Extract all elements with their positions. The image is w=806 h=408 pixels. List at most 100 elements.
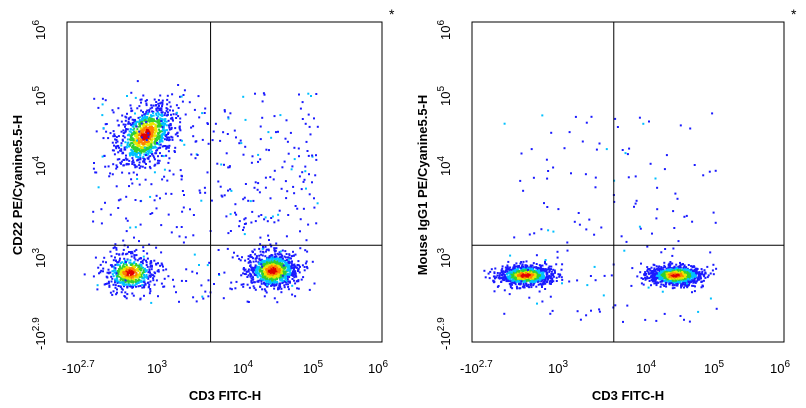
scatter-point: [683, 265, 686, 268]
scatter-point: [272, 263, 275, 266]
scatter-point: [683, 215, 686, 218]
scatter-point: [130, 250, 133, 253]
scatter-point: [308, 173, 310, 176]
scatter-point: [242, 268, 245, 271]
scatter-point: [539, 266, 542, 269]
scatter-point: [139, 223, 142, 226]
scatter-point: [291, 272, 294, 275]
scatter-point: [521, 263, 524, 266]
scatter-point: [132, 265, 135, 268]
scatter-point: [134, 96, 137, 99]
scatter-point: [683, 318, 685, 321]
scatter-point: [301, 101, 304, 104]
scatter-point: [206, 122, 209, 125]
scatter-point: [647, 271, 650, 274]
scatter-point: [152, 118, 155, 121]
scatter-point: [137, 125, 140, 128]
scatter-point: [269, 277, 272, 280]
scatter-point: [132, 148, 135, 150]
scatter-point: [112, 290, 115, 293]
scatter-point: [210, 199, 213, 202]
scatter-point: [238, 225, 241, 228]
scatter-point: [153, 142, 156, 145]
scatter-point: [123, 270, 126, 273]
scatter-point: [161, 119, 164, 121]
scatter-point: [576, 279, 579, 282]
scatter-point: [701, 280, 704, 283]
scatter-point: [671, 284, 674, 287]
scatter-point: [130, 135, 133, 138]
scatter-point: [141, 284, 144, 286]
scatter-point: [125, 158, 128, 161]
scatter-point: [287, 280, 290, 283]
scatter-point: [693, 279, 696, 282]
scatter-point: [518, 277, 521, 280]
scatter-point: [141, 142, 144, 145]
scatter-point: [279, 277, 282, 280]
scatter-point: [529, 282, 532, 285]
scatter-point: [155, 194, 158, 197]
scatter-point: [280, 258, 283, 260]
scatter-point: [222, 297, 225, 300]
scatter-point: [148, 160, 151, 163]
scatter-point: [275, 257, 278, 260]
scatter-point: [156, 162, 159, 165]
scatter-point: [194, 157, 197, 160]
scatter-point: [531, 268, 534, 271]
scatter-point: [511, 279, 514, 282]
scatter-point: [682, 273, 685, 276]
scatter-point: [678, 271, 681, 274]
scatter-point: [304, 122, 307, 125]
scatter-point: [281, 282, 284, 284]
scatter-point: [593, 233, 596, 236]
scatter-point: [156, 117, 158, 120]
scatter-point: [117, 199, 120, 202]
scatter-point: [131, 163, 134, 165]
scatter-point: [223, 163, 225, 166]
scatter-point: [253, 272, 256, 275]
scatter-point: [130, 152, 132, 155]
scatter-point: [687, 273, 690, 276]
scatter-point: [678, 266, 681, 269]
scatter-point: [260, 278, 263, 281]
scatter-point: [516, 287, 518, 290]
scatter-point: [242, 267, 245, 269]
scatter-point: [124, 281, 127, 284]
scatter-point: [652, 273, 655, 276]
scatter-point: [270, 256, 273, 259]
scatter-point: [299, 265, 301, 268]
scatter-point: [152, 274, 154, 277]
scatter-point: [149, 120, 152, 122]
scatter-point: [124, 141, 127, 144]
scatter-point: [123, 295, 126, 297]
scatter-point: [136, 178, 139, 180]
scatter-point: [257, 153, 260, 156]
scatter-point: [113, 133, 116, 136]
scatter-point: [120, 148, 123, 151]
scatter-point: [254, 264, 257, 267]
scatter-point: [183, 89, 186, 92]
scatter-point: [124, 265, 127, 268]
scatter-point: [532, 283, 535, 286]
scatter-point: [542, 277, 545, 279]
scatter-point: [646, 245, 649, 248]
scatter-point: [149, 148, 152, 151]
scatter-point: [501, 267, 504, 270]
scatter-point: [110, 280, 113, 283]
scatter-point: [166, 94, 169, 97]
scatter-point: [153, 283, 156, 286]
scatter-point: [579, 318, 582, 321]
scatter-point: [257, 160, 259, 163]
scatter-point: [266, 260, 269, 263]
scatter-point: [92, 275, 95, 278]
scatter-point: [110, 255, 113, 258]
scatter-point: [117, 280, 120, 283]
scatter-point: [132, 286, 134, 288]
scatter-point: [259, 138, 262, 141]
scatter-point: [125, 128, 128, 130]
scatter-point: [675, 277, 678, 280]
scatter-point: [143, 119, 146, 122]
scatter-point: [156, 121, 159, 124]
scatter-point: [698, 278, 701, 281]
scatter-point: [142, 160, 145, 163]
